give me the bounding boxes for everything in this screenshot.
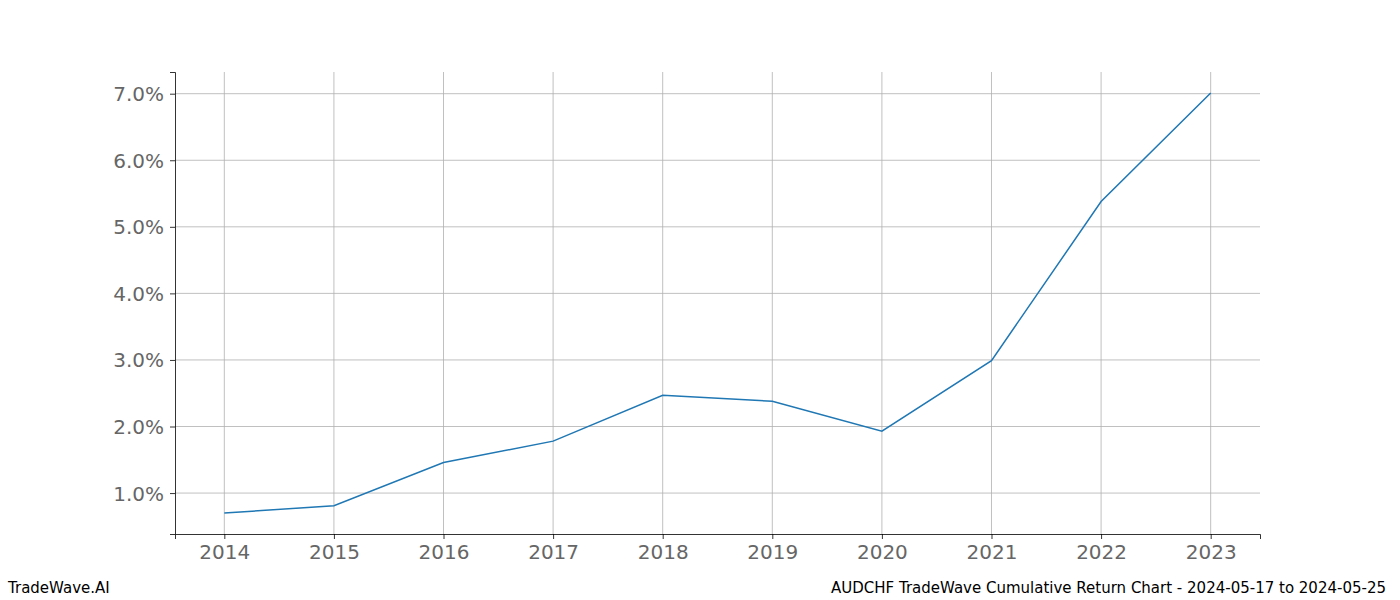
tick: 4.0% — [113, 282, 175, 306]
grid-line-x — [881, 72, 882, 534]
tick-label: 2015 — [309, 540, 360, 564]
tick: 2021 — [967, 534, 1018, 564]
tick-mark — [1211, 534, 1212, 539]
grid — [175, 72, 1260, 534]
tick: 2023 — [1186, 534, 1237, 564]
grid-line-x — [662, 72, 663, 534]
tick-label: 2016 — [419, 540, 470, 564]
tick: 1.0% — [113, 482, 175, 506]
grid-line-x — [772, 72, 773, 534]
tick-label: 2017 — [528, 540, 579, 564]
tick-mark — [170, 160, 175, 161]
tick: 2015 — [309, 534, 360, 564]
tick-label: 2023 — [1186, 540, 1237, 564]
line — [224, 93, 1210, 513]
tick-mark — [553, 534, 554, 539]
tick-label: 2018 — [638, 540, 689, 564]
tick: 7.0% — [113, 82, 175, 106]
tick-label: 2021 — [967, 540, 1018, 564]
tick: 2014 — [199, 534, 250, 564]
tick-label: 5.0% — [113, 215, 164, 239]
tick-label: 3.0% — [113, 348, 164, 372]
tick: 2018 — [638, 534, 689, 564]
grid-line-x — [443, 72, 444, 534]
tick: 2016 — [419, 534, 470, 564]
tick-label: 1.0% — [113, 482, 164, 506]
tick: 2.0% — [113, 415, 175, 439]
grid-line-y — [175, 359, 1260, 360]
tick-mark — [444, 534, 445, 539]
y-axis: 1.0% 2.0% 3.0% 4.0% 5.0% 6.0% 7.0% — [113, 73, 175, 535]
tick-mark — [170, 227, 175, 228]
tick-label: 7.0% — [113, 82, 164, 106]
tick-mark — [170, 94, 175, 95]
tick-mark — [663, 534, 664, 539]
tick: 2022 — [1076, 534, 1127, 564]
grid-line-y — [175, 226, 1260, 227]
y-axis-line — [170, 73, 176, 535]
grid-line-y — [175, 493, 1260, 494]
tick-label: 4.0% — [113, 282, 164, 306]
x-axis-line — [176, 535, 1261, 540]
tick-mark — [170, 360, 175, 361]
tick-label: 2020 — [857, 540, 908, 564]
tick-label: 2019 — [747, 540, 798, 564]
grid-line-y — [175, 93, 1260, 94]
grid-line-x — [553, 72, 554, 534]
chart: 2014 2015 2016 2017 2018 2019 2020 2021 2022 2023… — [0, 0, 1400, 600]
grid-line-x — [991, 72, 992, 534]
grid-line-y — [175, 293, 1260, 294]
tick-mark — [334, 534, 335, 539]
grid-line-y — [175, 426, 1260, 427]
tick-mark — [170, 493, 175, 494]
tick: 5.0% — [113, 215, 175, 239]
tick: 2017 — [528, 534, 579, 564]
tick-mark — [170, 293, 175, 294]
marks — [224, 93, 1210, 513]
grid-line-x — [333, 72, 334, 534]
tick-label: 2.0% — [113, 415, 164, 439]
tick: 3.0% — [113, 348, 175, 372]
tick-mark — [1101, 534, 1102, 539]
title: AUDCHF TradeWave Cumulative Return Chart… — [831, 579, 1386, 597]
tick-mark — [991, 534, 992, 539]
annotation: TradeWave.AI — [7, 579, 110, 597]
tick-label: 2014 — [199, 540, 250, 564]
tick-mark — [772, 534, 773, 539]
tick: 6.0% — [113, 149, 175, 173]
tick: 2020 — [857, 534, 908, 564]
tick-label: 2022 — [1076, 540, 1127, 564]
tick-mark — [882, 534, 883, 539]
tick-mark — [224, 534, 225, 539]
grid-line-y — [175, 160, 1260, 161]
grid-line-x — [1210, 72, 1211, 534]
tick: 2019 — [747, 534, 798, 564]
plot: 2014 2015 2016 2017 2018 2019 2020 2021 2022 2023… — [113, 72, 1260, 564]
tick-label: 6.0% — [113, 149, 164, 173]
grid-line-x — [224, 72, 225, 534]
tick-mark — [170, 427, 175, 428]
grid-line-x — [1101, 72, 1102, 534]
x-axis: 2014 2015 2016 2017 2018 2019 2020 2021 2022 2023 — [176, 534, 1261, 564]
